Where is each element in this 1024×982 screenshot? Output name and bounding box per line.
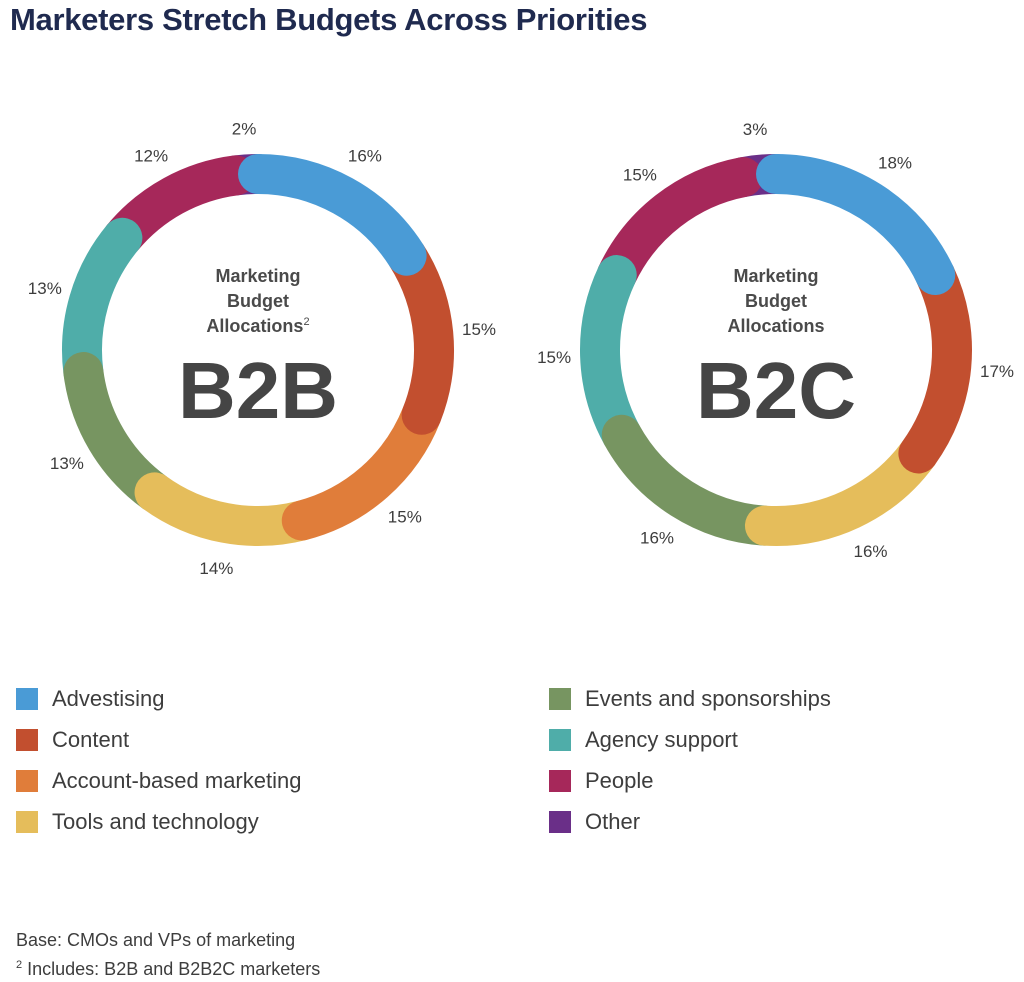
donut-slice-b2c-agency-support: [580, 255, 642, 455]
donut-slice-b2b-content: [386, 235, 454, 435]
slice-label-b2b-content: 15%: [462, 320, 496, 339]
legend-item-tools-and-technology: Tools and technology: [16, 801, 301, 842]
legend-item-events-and-sponsorships: Events and sponsorships: [549, 678, 831, 719]
slice-label-b2b-events-and-sponsorships: 13%: [50, 454, 84, 473]
legend-label-advertising: Advestising: [52, 685, 165, 711]
donut-slice-b2c-people: [596, 157, 764, 296]
center-title-b2b: B2B: [178, 346, 338, 435]
slice-label-b2b-other: 2%: [232, 119, 257, 138]
legend-left: Advestising Content Account-based market…: [16, 678, 301, 842]
legend-label-agency-support: Agency support: [585, 726, 738, 752]
slice-label-b2b-account-based-marketing: 15%: [388, 508, 422, 527]
center-label-line-1-b2b: Marketing: [215, 266, 300, 286]
donut-slice-b2c-tools-and-technology: [744, 433, 939, 546]
legend-item-account-based-marketing: Account-based marketing: [16, 760, 301, 801]
slice-label-b2c-events-and-sponsorships: 16%: [640, 528, 674, 547]
legend-item-people: People: [549, 760, 831, 801]
legend-swatch-people: [549, 769, 571, 792]
legend-item-other: Other: [549, 801, 831, 842]
footnote-marker: 2: [16, 959, 23, 971]
slice-label-b2b-advestising: 16%: [348, 147, 382, 166]
donut-slice-b2b-tools-and-technology: [134, 472, 322, 546]
footnote-includes-text: Includes: B2B and B2B2C marketers: [27, 959, 321, 979]
legend-swatch-events-and-sponsorships: [549, 687, 571, 710]
slice-label-b2c-tools-and-technology: 16%: [853, 542, 887, 561]
legend-swatch-advertising: [16, 687, 38, 710]
slice-label-b2c-other: 3%: [743, 120, 768, 139]
slice-label-b2c-agency-support: 15%: [537, 348, 571, 367]
center-label-line-2-b2c: Budget: [745, 291, 807, 311]
center-label-line-2-b2b: Budget: [227, 291, 289, 311]
slice-label-b2b-agency-support: 13%: [28, 279, 62, 298]
legend-label-other: Other: [585, 808, 641, 834]
donut-slice-b2b-advestising: [238, 154, 427, 276]
donut-slice-b2b-account-based-marketing: [281, 394, 442, 541]
slice-label-b2c-people: 15%: [623, 166, 657, 185]
slice-label-b2b-tools-and-technology: 14%: [199, 559, 233, 578]
legend-label-tools-and-technology: Tools and technology: [52, 808, 259, 834]
legend-right: Events and sponsorships Agency support P…: [549, 678, 831, 842]
legend-swatch-account-based-marketing: [16, 769, 38, 792]
footnote-includes: 2 Includes: B2B and B2B2C marketers: [16, 953, 320, 982]
legend-swatch-content: [16, 728, 38, 751]
slice-label-b2c-advestising: 18%: [878, 154, 912, 173]
donut-slice-b2c-events-and-sponsorships: [601, 414, 785, 546]
legend-label-content: Content: [52, 726, 130, 752]
legend-swatch-agency-support: [549, 728, 571, 751]
legend-item-advertising: Advestising: [16, 678, 301, 719]
center-label-line-3-b2c: Allocations: [727, 316, 824, 336]
legend-item-agency-support: Agency support: [549, 719, 831, 760]
legend-item-content: Content: [16, 719, 301, 760]
donut-slice-b2c-content: [898, 255, 972, 474]
center-title-b2c: B2C: [696, 346, 856, 435]
legend-label-events-and-sponsorships: Events and sponsorships: [585, 685, 831, 711]
donut-slice-b2c-advestising: [756, 154, 956, 296]
footnote-base: Base: CMOs and VPs of marketing: [16, 930, 296, 950]
center-label-line-1-b2c: Marketing: [733, 266, 818, 286]
donut-slice-b2b-agency-support: [62, 217, 143, 393]
center-label-line-3-b2b: Allocations2: [206, 316, 309, 336]
legend-swatch-tools-and-technology: [16, 810, 38, 833]
legend-swatch-other: [549, 810, 571, 833]
footnotes: Base: CMOs and VPs of marketing 2 Includ…: [16, 928, 320, 982]
legend-label-people: People: [585, 767, 654, 793]
center-label-superscript-b2b: 2: [303, 316, 309, 328]
chart-title: Marketers Stretch Budgets Across Priorit…: [10, 2, 648, 37]
donut-chart-b2c: 18% 17% 16% 16% 15% 15% 3% Marketing Budget Alloc…: [537, 120, 1014, 561]
slice-label-b2c-content: 17%: [980, 362, 1014, 381]
slice-label-b2b-people: 12%: [134, 147, 168, 166]
donut-chart-b2b: 16% 15% 15% 14% 13% 13% 12% 2% Marketing Budget Al…: [28, 119, 496, 578]
legend-label-account-based-marketing: Account-based marketing: [52, 767, 302, 793]
donut-charts: 16% 15% 15% 14% 13% 13% 12% 2% Marketing Budget Al…: [28, 119, 1014, 578]
donut-slice-b2b-events-and-sponsorships: [63, 352, 175, 513]
